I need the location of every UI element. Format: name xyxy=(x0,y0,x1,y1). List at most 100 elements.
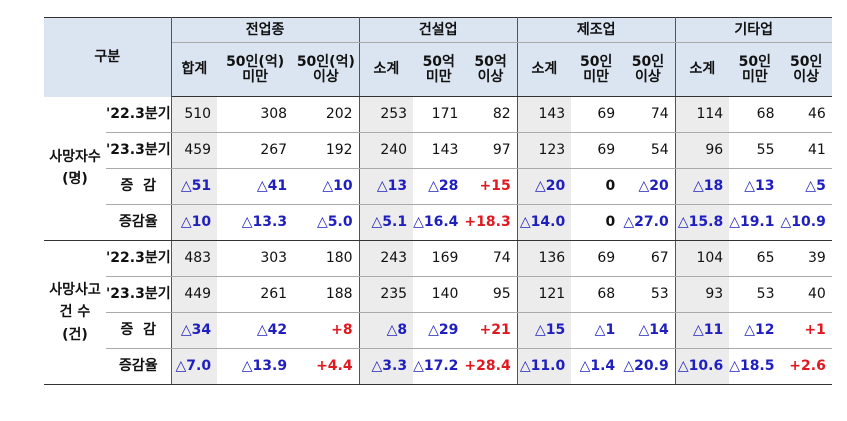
table-cell: △27.0 xyxy=(621,204,676,241)
table-cell: △10.9 xyxy=(780,204,832,241)
table-cell: 192 xyxy=(293,132,360,169)
header-group-all: 전업종 xyxy=(171,17,360,43)
subheader-3-0: 소계 xyxy=(675,42,730,97)
table-cell: △13.3 xyxy=(217,204,294,241)
table-cell: △15 xyxy=(517,312,572,349)
table-cell: △13 xyxy=(359,168,414,205)
table-row: 증 감 △51 △41 △10 △13 △28 +15 △20 0 △20 △18 △13 △5 xyxy=(44,168,832,205)
row-label: '22.3분기 xyxy=(106,240,172,277)
row-label: 증감율 xyxy=(106,348,172,385)
table-cell: △8 xyxy=(359,312,414,349)
table-cell: 253 xyxy=(359,96,414,133)
table-cell: 55 xyxy=(729,132,781,169)
table-cell: +2.6 xyxy=(780,348,832,385)
table-cell: △11.0 xyxy=(517,348,572,385)
table-cell: △7.0 xyxy=(171,348,218,385)
table-cell: 449 xyxy=(171,276,218,313)
table-cell: +1 xyxy=(780,312,832,349)
table-cell: △20 xyxy=(621,168,676,205)
table-cell: 235 xyxy=(359,276,414,313)
fatality-stats-table: 구분 전업종 건설업 제조업 기타업 합계 50인(억) 미만 50인(억) 이상 소… xyxy=(44,17,832,385)
table-cell: +15 xyxy=(464,168,518,205)
table-cell: 240 xyxy=(359,132,414,169)
table-cell: △11 xyxy=(675,312,730,349)
table-cell: 123 xyxy=(517,132,572,169)
table-cell: △3.3 xyxy=(359,348,414,385)
subheader-1-0: 소계 xyxy=(359,42,414,97)
table-cell: 510 xyxy=(171,96,218,133)
header-group-manufacturing: 제조업 xyxy=(517,17,676,43)
subheader-0-2: 50인(억) 이상 xyxy=(293,42,360,97)
table-cell: 267 xyxy=(217,132,294,169)
subheader-3-1: 50인 미만 xyxy=(729,42,781,97)
table-cell: 0 xyxy=(571,168,622,205)
table-cell: 96 xyxy=(675,132,730,169)
table-row: 증감율 △7.0 △13.9 +4.4 △3.3 △17.2 +28.4 △11.0 △1.4 △… xyxy=(44,348,832,385)
table-cell: 136 xyxy=(517,240,572,277)
table-cell: 41 xyxy=(780,132,832,169)
table-cell: 53 xyxy=(621,276,676,313)
table-cell: 69 xyxy=(571,132,622,169)
subheader-2-1: 50인 미만 xyxy=(571,42,622,97)
table-cell: 140 xyxy=(413,276,465,313)
table-cell: 308 xyxy=(217,96,294,133)
table-cell: 169 xyxy=(413,240,465,277)
table-cell: 261 xyxy=(217,276,294,313)
table-cell: 65 xyxy=(729,240,781,277)
header-gubun: 구분 xyxy=(44,17,172,97)
table-cell: △28 xyxy=(413,168,465,205)
table-cell: △18.5 xyxy=(729,348,781,385)
row-label: '22.3분기 xyxy=(106,96,172,133)
table-cell: 74 xyxy=(621,96,676,133)
table-cell: △13 xyxy=(729,168,781,205)
table-cell: △10.6 xyxy=(675,348,730,385)
header-group-other: 기타업 xyxy=(675,17,832,43)
table-cell: △20 xyxy=(517,168,572,205)
table-cell: +4.4 xyxy=(293,348,360,385)
table-cell: 202 xyxy=(293,96,360,133)
subheader-1-1: 50억 미만 xyxy=(413,42,465,97)
table-cell: 74 xyxy=(464,240,518,277)
row-label: '23.3분기 xyxy=(106,132,172,169)
table-cell: △1 xyxy=(571,312,622,349)
table-cell: △20.9 xyxy=(621,348,676,385)
table-cell: △17.2 xyxy=(413,348,465,385)
table-cell: △10 xyxy=(293,168,360,205)
table-cell: △51 xyxy=(171,168,218,205)
row-label: 증감율 xyxy=(106,204,172,241)
table-cell: △5 xyxy=(780,168,832,205)
table-cell: △29 xyxy=(413,312,465,349)
table-cell: 188 xyxy=(293,276,360,313)
table-cell: 40 xyxy=(780,276,832,313)
table-cell: 82 xyxy=(464,96,518,133)
table-cell: △13.9 xyxy=(217,348,294,385)
table-cell: 483 xyxy=(171,240,218,277)
table-row: 증감율 △10 △13.3 △5.0 △5.1 △16.4 +18.3 △14.0 0 △27.0… xyxy=(44,204,832,241)
row-label: '23.3분기 xyxy=(106,276,172,313)
table-cell: △15.8 xyxy=(675,204,730,241)
table-cell: △5.1 xyxy=(359,204,414,241)
table-cell: 69 xyxy=(571,96,622,133)
category-label: 사망사고 건 수 (건) xyxy=(44,240,106,385)
subheader-0-1: 50인(억) 미만 xyxy=(217,42,294,97)
table-cell: 53 xyxy=(729,276,781,313)
table-cell: 143 xyxy=(517,96,572,133)
table-row: 사망사고 건 수 (건) '22.3분기 483 303 180 243 169 74 136 6… xyxy=(44,240,832,385)
stats-table-wrapper: 구분 전업종 건설업 제조업 기타업 합계 50인(억) 미만 50인(억) 이상 소… xyxy=(44,17,832,385)
header-group-construction: 건설업 xyxy=(359,17,518,43)
table-row: 증 감 △34 △42 +8 △8 △29 +21 △15 △1 △14 △11 △12 +1 xyxy=(44,312,832,349)
table-cell: 69 xyxy=(571,240,622,277)
table-row: '23.3분기 459 267 192 240 143 97 123 69 54 96 55 41 xyxy=(44,132,832,169)
table-cell: 243 xyxy=(359,240,414,277)
table-cell: +18.3 xyxy=(464,204,518,241)
table-cell: △41 xyxy=(217,168,294,205)
table-row: 사망자수 (명) '22.3분기 510 308 202 253 171 82 143 69 74 1… xyxy=(44,96,832,241)
table-cell: 114 xyxy=(675,96,730,133)
table-cell: 171 xyxy=(413,96,465,133)
table-cell: △18 xyxy=(675,168,730,205)
table-cell: 95 xyxy=(464,276,518,313)
table-cell: 93 xyxy=(675,276,730,313)
category-label: 사망자수 (명) xyxy=(44,96,106,241)
table-cell: △5.0 xyxy=(293,204,360,241)
table-row: '23.3분기 449 261 188 235 140 95 121 68 53 93 53 40 xyxy=(44,276,832,313)
